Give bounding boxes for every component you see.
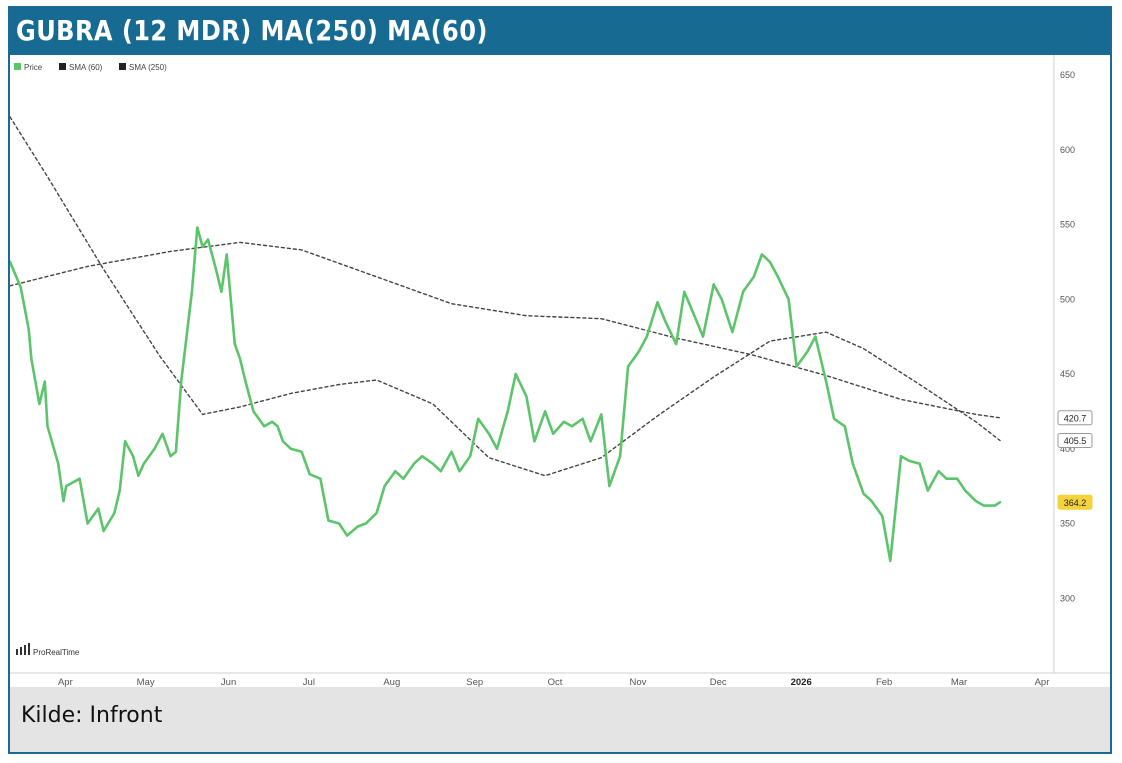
value-badge-label: 364.2: [1064, 498, 1087, 508]
y-tick-label: 650: [1060, 70, 1075, 80]
y-tick-label: 350: [1060, 519, 1075, 529]
x-tick-label: 2026: [791, 677, 812, 687]
x-tick-label: Jun: [221, 677, 236, 687]
watermark-icon-bar: [28, 643, 30, 655]
y-tick-label: 500: [1060, 294, 1075, 304]
legend-label: SMA (60): [69, 63, 103, 72]
legend-label: SMA (250): [129, 63, 167, 72]
x-tick-label: Apr: [58, 677, 73, 687]
y-tick-label: 300: [1060, 593, 1075, 603]
watermark-icon-bar: [24, 645, 26, 655]
x-tick-label: Feb: [876, 677, 892, 687]
x-tick-label: Aug: [383, 677, 400, 687]
source-label: Kilde: Infront: [21, 703, 163, 728]
legend-label: Price: [24, 63, 43, 72]
watermark-icon-bar: [20, 647, 22, 655]
x-tick-label: Jul: [303, 677, 315, 687]
x-tick-label: Dec: [710, 677, 727, 687]
y-tick-label: 400: [1060, 444, 1075, 454]
chart-title: GUBRA (12 MDR) MA(250) MA(60): [16, 14, 488, 47]
price-chart: 300 350 400 450 500 550 600 650 Apr May Jun Jul Aug S…: [10, 55, 1110, 687]
x-tick-label: Mar: [951, 677, 967, 687]
legend-swatch: [59, 63, 66, 70]
chart-card: GUBRA (12 MDR) MA(250) MA(60) 300 350 400 4…: [8, 6, 1112, 754]
x-tick-label: Apr: [1035, 677, 1050, 687]
price-line: [10, 226, 1002, 563]
x-tick-label: Sep: [466, 677, 483, 687]
x-tick-label: Nov: [630, 677, 647, 687]
watermark-label: ProRealTime: [33, 648, 80, 657]
title-bar: GUBRA (12 MDR) MA(250) MA(60): [10, 8, 1110, 55]
y-tick-label: 450: [1060, 369, 1075, 379]
legend-swatch: [14, 63, 21, 70]
sma-60-line: [10, 116, 1001, 477]
watermark-icon-bar: [16, 649, 18, 655]
value-badge-label: 420.7: [1064, 413, 1087, 423]
y-tick-label: 600: [1060, 145, 1075, 155]
value-badge: [1057, 410, 1093, 426]
legend-swatch: [119, 63, 126, 70]
value-badge-label: 405.5: [1064, 436, 1087, 446]
source-footer: Kilde: Infront: [10, 687, 1110, 752]
value-badge: [1057, 433, 1093, 449]
x-tick-label: Oct: [548, 677, 563, 687]
x-tick-label: May: [137, 677, 155, 687]
value-badge: [1057, 494, 1093, 510]
chart-area: 300 350 400 450 500 550 600 650 Apr May Jun Jul Aug S…: [10, 55, 1110, 687]
sma-250-line: [10, 241, 1001, 419]
y-tick-label: 550: [1060, 220, 1075, 230]
